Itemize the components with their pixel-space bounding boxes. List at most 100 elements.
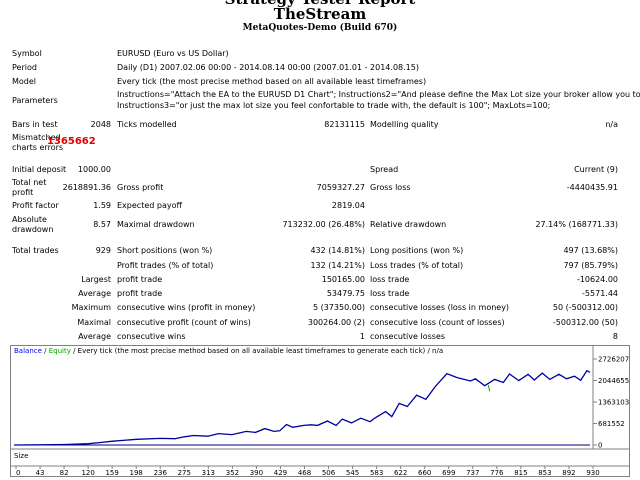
x-tick-label: 236 [154,469,168,477]
largest-loss-value: -10624.00 [576,275,618,284]
gross-loss-value: -4440435.91 [566,183,618,192]
x-tick-label: 0 [16,469,20,477]
y-tick-label: 2044655 [598,377,629,385]
expected-payoff-value: 2819.04 [331,201,365,210]
profit-factor-value: 1.59 [93,201,111,210]
balance-series-line [13,369,591,446]
y-tick-label: 0 [598,442,602,450]
x-tick-label: 506 [322,469,336,477]
quality-label: Modelling quality [370,120,439,129]
x-tick-label: 930 [586,469,599,477]
x-tick-label: 545 [346,469,359,477]
parameters-line-2: Instructions3="or just the max lot size … [117,101,551,110]
maximal-consecutive-profit-value: 300264.00 (2) [307,318,365,327]
maximal-drawdown-label: Maximal drawdown [117,220,195,229]
symbol-value: EURUSD (Euro vs US Dollar) [117,49,229,58]
largest-loss-label: loss trade [370,275,410,284]
x-tick-label: 352 [226,469,239,477]
chart-header-balance: Balance [14,347,42,355]
mismatch-label-1: Mismatched [12,133,61,142]
x-tick-label: 853 [538,469,551,477]
y-ticks: 2726207 2044655 1363103 681552 0 [593,356,629,450]
largest-profit-value: 150165.00 [321,275,365,284]
spread-value: Current (9) [574,165,618,174]
total-trades-value: 929 [95,246,111,255]
x-tick-label: 429 [274,469,287,477]
net-profit-value: 2618891.36 [62,183,111,192]
report-subtitle: MetaQuotes-Demo (Build 670) [242,23,398,33]
avg-consecutive-losses-value: 8 [612,332,618,341]
x-tick-label: 583 [370,469,383,477]
x-tick-label: 699 [442,469,455,477]
chart-series [13,369,591,446]
profit-factor-label: Profit factor [12,201,59,210]
largest-label: Largest [81,275,111,284]
symbol-label: Symbol [12,49,42,58]
avg-consecutive-wins-label: consecutive wins [117,332,186,341]
report-heading-cut: Strategy Tester Report [0,0,640,8]
max-consecutive-wins-value: 5 (37350.00) [312,303,365,312]
short-positions-value: 432 (14.81%) [310,246,365,255]
maximal-label: Maximal [77,318,111,327]
average-loss-label: loss trade [370,289,410,298]
x-ticks: 0 43 82 120 159 198 236 275 313 352 390 429 468 506 54… [15,466,600,477]
parameters-line-1: Instructions="Attach the EA to the EURUS… [117,90,640,99]
x-tick-label: 660 [418,469,431,477]
chart-header-rest: / Every tick (the most precise method ba… [71,347,443,355]
model-value: Every tick (the most precise method base… [117,77,427,86]
avg-consecutive-wins-value: 1 [359,332,365,341]
x-tick-label: 198 [130,469,143,477]
chart-frame [10,345,630,477]
maximal-consecutive-loss-label: consecutive loss (count of losses) [370,318,505,327]
x-tick-label: 43 [36,469,45,477]
absolute-drawdown-value: 8.57 [93,220,111,229]
max-consecutive-wins-label: consecutive wins (profit in money) [117,303,256,312]
average-profit-value: 53479.75 [326,289,365,298]
x-tick-label: 275 [178,469,191,477]
quality-value: n/a [605,120,618,129]
x-tick-label: 892 [562,469,575,477]
gross-profit-value: 7059327.27 [316,183,365,192]
y-tick-label: 681552 [598,420,625,428]
maximal-consecutive-loss-value: -500312.00 (50) [552,318,618,327]
x-tick-label: 737 [466,469,479,477]
short-positions-label: Short positions (won %) [117,246,213,255]
y-tick-label: 1363103 [598,399,629,407]
x-tick-label: 390 [250,469,263,477]
relative-drawdown-value: 27.14% (168771.33) [535,220,618,229]
loss-trades-value: 797 (85.79%) [563,261,618,270]
total-trades-label: Total trades [12,246,59,255]
x-tick-label: 159 [105,469,118,477]
x-tick-label: 82 [60,469,69,477]
x-tick-label: 120 [81,469,94,477]
long-positions-label: Long positions (won %) [370,246,464,255]
long-positions-value: 497 (13.68%) [563,246,618,255]
maximum-label: Maximum [71,303,111,312]
x-tick-label: 776 [490,469,504,477]
average-profit-label: profit trade [117,289,163,298]
avg-consecutive-losses-label: consecutive losses [370,332,446,341]
gross-loss-label: Gross loss [370,183,411,192]
absolute-drawdown-label-1: Absolute [12,215,47,224]
largest-profit-label: profit trade [117,275,163,284]
balance-chart: Balance / Equity / Every tick (the most … [10,345,630,477]
bars-label: Bars in test [12,120,58,129]
average-label: Average [78,289,111,298]
mismatch-value: 1365662 [47,136,96,147]
deposit-value: 1000.00 [77,165,111,174]
period-value: Daily (D1) 2007.02.06 00:00 - 2014.08.14… [117,63,419,72]
net-profit-label-2: profit [12,188,34,197]
expected-payoff-label: Expected payoff [117,201,182,210]
loss-trades-label: Loss trades (% of total) [370,261,464,270]
mismatch-label-2: charts errors [12,143,64,152]
ticks-value: 82131115 [324,120,365,129]
profit-trades-value: 132 (14.21%) [310,261,365,270]
parameters-label: Parameters [12,96,58,105]
y-tick-label: 2726207 [598,356,629,364]
x-tick-label: 622 [394,469,407,477]
x-tick-label: 815 [514,469,527,477]
equity-series-line [487,384,491,392]
max-consecutive-losses-value: 50 (-500312.00) [552,303,618,312]
net-profit-label-1: Total net [12,178,47,187]
relative-drawdown-label: Relative drawdown [370,220,447,229]
